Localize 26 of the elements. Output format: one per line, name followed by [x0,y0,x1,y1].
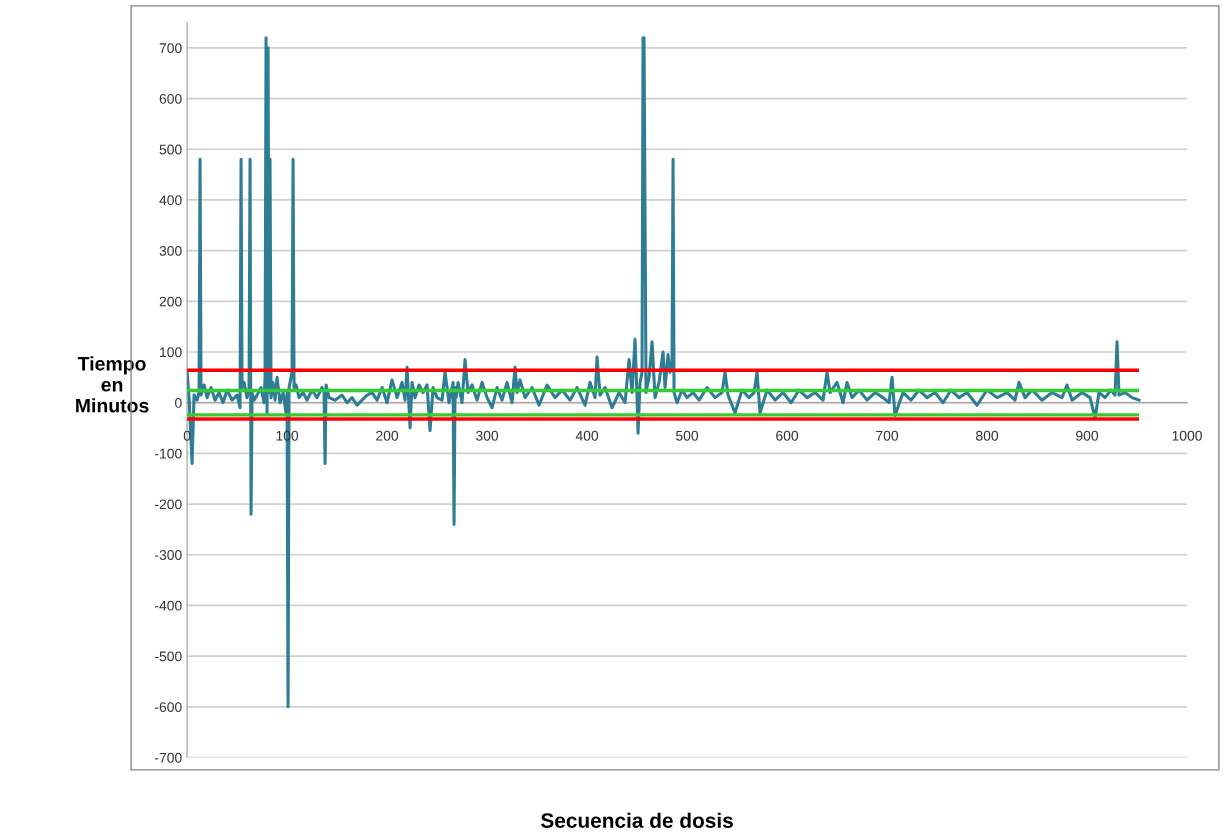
x-tick-label: 300 [475,430,499,441]
x-tick-label: 800 [976,430,999,441]
y-tick-label: 100 [160,347,182,358]
y-tick-label: -600 [155,702,182,712]
y-axis-title: Tiempo en Minutos [76,356,149,413]
y-tick-label: 700 [159,43,182,54]
x-tick-label: 700 [876,430,899,441]
y-tick-label: 300 [159,245,182,256]
y-tick-label: -400 [155,600,182,611]
y-tick-label: 500 [159,144,182,155]
x-axis-title: Secuencia de dosis [540,812,733,828]
x-tick-label: 200 [376,430,399,441]
y-tick-label: 400 [159,195,182,206]
y-tick-label: -100 [155,448,182,459]
y-tick-label: -500 [155,651,182,662]
x-tick-label: 600 [776,430,799,441]
y-tick-label: -200 [155,499,182,510]
x-tick-label: 500 [676,430,699,441]
y-tick-label: 200 [159,296,182,307]
x-tick-label: 400 [575,430,599,441]
y-tick-label: -300 [155,550,182,560]
x-tick-label: 1000 [1172,430,1202,441]
y-tick-label: 600 [159,93,182,104]
y-tick-label: -700 [155,752,182,763]
x-tick-label: 900 [1076,430,1099,441]
y-tick-label: 0 [175,398,182,408]
